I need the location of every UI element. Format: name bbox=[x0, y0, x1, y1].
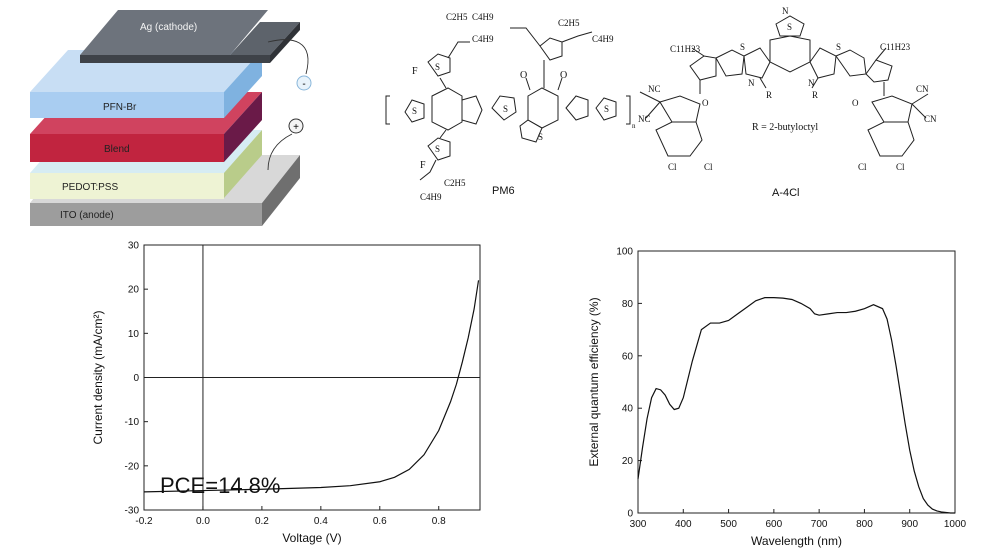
eqe-x-axis-label: Wavelength (nm) bbox=[751, 534, 842, 548]
eqe-xtick-label: 900 bbox=[901, 519, 918, 530]
a4cl-sub-cn-right2: CN bbox=[924, 114, 937, 124]
pm6-atom-o-right: O bbox=[560, 70, 567, 81]
pm6-sub-c4h9-right: C4H9 bbox=[592, 34, 614, 44]
jv-ytick-label: 10 bbox=[128, 329, 140, 340]
terminal-minus-icon bbox=[296, 75, 312, 91]
wire-anode bbox=[267, 133, 293, 171]
device-stack-diagram: ITO (anode) PEDOT:PSS Blend PFN-Br bbox=[30, 10, 312, 226]
pm6-sub-c4h9-mid: C4H9 bbox=[472, 34, 494, 44]
a4cl-atom-o-left: O bbox=[702, 98, 709, 108]
eqe-ytick-label: 80 bbox=[622, 299, 634, 310]
jv-xtick-label: 0.2 bbox=[255, 516, 269, 527]
pm6-atom-s-mid: S bbox=[503, 104, 508, 114]
a4cl-sub-c11h23-left: C11H23 bbox=[670, 44, 701, 54]
layer-label-blend: Blend bbox=[104, 144, 130, 155]
eqe-xtick-label: 400 bbox=[675, 519, 692, 530]
jv-xtick-label: 0.8 bbox=[432, 516, 446, 527]
terminal-plus-label: + bbox=[293, 122, 299, 133]
a4cl-sub-c11h23-right: C11H23 bbox=[880, 42, 911, 52]
eqe-xtick-label: 600 bbox=[766, 519, 783, 530]
wire-cathode bbox=[267, 39, 309, 75]
pm6-labels: C2H5 C4H9 C4H9 C2H5 C4H9 F F S S S S S S… bbox=[412, 12, 636, 202]
a4cl-atom-o-right: O bbox=[852, 98, 859, 108]
pm6-sub-c2h5-right: C2H5 bbox=[558, 18, 580, 28]
jv-ytick-label: -10 bbox=[125, 417, 140, 428]
pm6-name: PM6 bbox=[492, 185, 515, 197]
pm6-sub-c4h9-bottom: C4H9 bbox=[420, 192, 442, 202]
eqe-chart: 300 400 500 600 700 800 900 1000 0 20 40 60 80 100 Wav… bbox=[587, 247, 967, 549]
pm6-sub-c2h5-top: C2H5 bbox=[446, 12, 468, 22]
pm6-repeat-n: n bbox=[632, 122, 636, 130]
jv-xtick-label: 0.0 bbox=[196, 516, 210, 527]
eqe-xtick-label: 800 bbox=[856, 519, 873, 530]
pm6-sub-c2h5-bottom: C2H5 bbox=[444, 178, 466, 188]
eqe-ytick-label: 60 bbox=[622, 351, 634, 362]
pm6-atom-f-bottom: F bbox=[420, 160, 426, 171]
a4cl-labels: N S C11H23 C11H23 S S N N R R NC NC CN C… bbox=[638, 6, 937, 199]
a4cl-atom-n-top: N bbox=[782, 6, 789, 16]
pm6-sub-c4h9-top: C4H9 bbox=[472, 12, 494, 22]
a4cl-atom-cl-3: Cl bbox=[858, 162, 867, 172]
a4cl-atom-n-left: N bbox=[748, 78, 755, 88]
a4cl-atom-cl-2: Cl bbox=[704, 162, 713, 172]
jv-annotation: PCE=14.8% bbox=[160, 473, 280, 498]
terminal-minus-label: - bbox=[302, 79, 305, 90]
a4cl-structure bbox=[639, 15, 929, 157]
a4cl-atom-s-top: S bbox=[787, 22, 792, 32]
a4cl-atom-s-right: S bbox=[836, 42, 841, 52]
eqe-ytick-label: 40 bbox=[622, 404, 634, 415]
eqe-ytick-label: 0 bbox=[627, 509, 633, 520]
terminal-plus-icon bbox=[288, 118, 304, 134]
pm6-atom-o-left: O bbox=[520, 70, 527, 81]
a4cl-atom-cl-4: Cl bbox=[896, 162, 905, 172]
a4cl-sub-nc-left: NC bbox=[648, 84, 661, 94]
jv-ytick-label: 0 bbox=[133, 373, 139, 384]
a4cl-sub-cn-right: CN bbox=[916, 84, 929, 94]
a4cl-name: A-4Cl bbox=[772, 187, 800, 199]
eqe-plot-frame bbox=[637, 250, 956, 514]
jv-xtick-label: 0.4 bbox=[314, 516, 328, 527]
jv-xtick-label: 0.6 bbox=[373, 516, 387, 527]
jv-x-axis-label: Voltage (V) bbox=[282, 531, 341, 545]
eqe-xtick-label: 700 bbox=[811, 519, 828, 530]
a4cl-sub-nc-left2: NC bbox=[638, 114, 651, 124]
eqe-y-axis-label: External quantum efficiency (%) bbox=[587, 297, 601, 466]
layer-label-ito: ITO (anode) bbox=[60, 210, 114, 221]
a4cl-atom-s-left: S bbox=[740, 42, 745, 52]
pm6-atom-f-top: F bbox=[412, 66, 418, 77]
jv-series-line bbox=[143, 280, 480, 493]
a4cl-atom-n-right: N bbox=[808, 78, 815, 88]
jv-ytick-label: -20 bbox=[125, 461, 140, 472]
jv-ytick-label: -30 bbox=[125, 506, 140, 517]
layer-label-pedot: PEDOT:PSS bbox=[62, 182, 118, 193]
a4cl-atom-cl-1: Cl bbox=[668, 162, 677, 172]
pm6-atom-s-core: S bbox=[538, 132, 543, 142]
pm6-atom-s-bottom: S bbox=[435, 144, 440, 154]
layer-ag: Ag (cathode) bbox=[80, 10, 300, 63]
eqe-xtick-label: 1000 bbox=[944, 519, 967, 530]
eqe-xtick-label: 500 bbox=[720, 519, 737, 530]
eqe-xtick-label: 300 bbox=[630, 519, 647, 530]
jv-chart: -0.2 0.0 0.2 0.4 0.6 0.8 -30 -20 -10 0 10 20 30 Volta… bbox=[91, 241, 481, 545]
layer-label-ag: Ag (cathode) bbox=[140, 22, 197, 33]
jv-ytick-label: 20 bbox=[128, 285, 140, 296]
eqe-ytick-label: 20 bbox=[622, 456, 634, 467]
pm6-structure bbox=[385, 27, 631, 181]
eqe-series-line bbox=[637, 297, 955, 514]
a4cl-r-note: R = 2-butyloctyl bbox=[752, 122, 818, 133]
pm6-atom-s-right: S bbox=[604, 104, 609, 114]
eqe-ytick-label: 100 bbox=[616, 247, 633, 258]
a4cl-atom-r-left: R bbox=[766, 90, 772, 100]
pm6-atom-s-left: S bbox=[412, 106, 417, 116]
layer-label-pfnbr: PFN-Br bbox=[103, 102, 137, 113]
jv-ytick-label: 30 bbox=[128, 241, 140, 252]
a4cl-atom-r-right: R bbox=[812, 90, 818, 100]
jv-xtick-label: -0.2 bbox=[135, 516, 153, 527]
pm6-atom-s-top: S bbox=[435, 62, 440, 72]
jv-y-axis-label: Current density (mA/cm²) bbox=[91, 310, 105, 444]
